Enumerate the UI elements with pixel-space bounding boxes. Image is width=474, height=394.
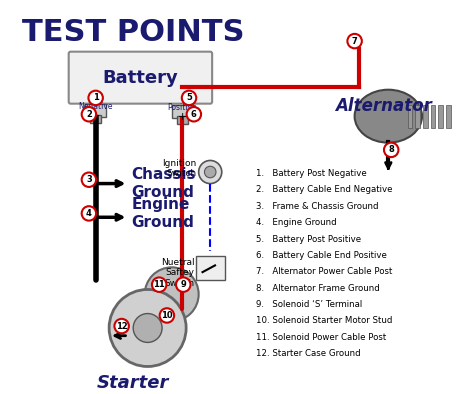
Text: 3: 3 — [86, 175, 92, 184]
Text: 3.   Frame & Chassis Ground: 3. Frame & Chassis Ground — [256, 202, 379, 211]
Text: Chassis
Ground: Chassis Ground — [131, 167, 196, 200]
Text: 12. Starter Case Ground: 12. Starter Case Ground — [256, 349, 361, 358]
Circle shape — [187, 107, 201, 121]
Text: Starter: Starter — [97, 374, 169, 392]
Bar — [431, 105, 436, 128]
Bar — [172, 105, 193, 118]
Ellipse shape — [355, 90, 422, 143]
FancyBboxPatch shape — [69, 52, 212, 104]
Text: Engine
Ground: Engine Ground — [131, 197, 194, 230]
Bar — [423, 105, 428, 128]
Circle shape — [347, 34, 362, 48]
Text: 9.   Solenoid ‘S’ Terminal: 9. Solenoid ‘S’ Terminal — [256, 300, 363, 309]
Text: 5.   Battery Post Positive: 5. Battery Post Positive — [256, 234, 362, 243]
Circle shape — [82, 206, 96, 221]
Circle shape — [89, 91, 103, 105]
Text: Nuetral
Saftey
Switch: Nuetral Saftey Switch — [161, 258, 195, 288]
Text: 9: 9 — [181, 280, 186, 289]
Circle shape — [133, 314, 162, 342]
Circle shape — [176, 277, 191, 292]
Circle shape — [109, 290, 186, 366]
Bar — [438, 105, 443, 128]
Text: 4.   Engine Ground: 4. Engine Ground — [256, 218, 337, 227]
Text: 4: 4 — [86, 209, 92, 218]
Text: Negative: Negative — [78, 102, 113, 111]
Circle shape — [160, 308, 174, 323]
Circle shape — [145, 267, 199, 321]
Circle shape — [82, 107, 96, 121]
Text: Positive: Positive — [167, 103, 197, 112]
Bar — [90, 115, 101, 123]
Text: 6: 6 — [191, 110, 197, 119]
Bar — [415, 105, 420, 128]
Text: 10. Solenoid Starter Motor Stud: 10. Solenoid Starter Motor Stud — [256, 316, 393, 325]
Bar — [446, 105, 451, 128]
Circle shape — [82, 173, 96, 187]
Bar — [196, 256, 225, 280]
Bar — [176, 116, 188, 124]
Text: 2.   Battery Cable End Negative: 2. Battery Cable End Negative — [256, 186, 393, 195]
Text: +: + — [178, 112, 187, 122]
Text: 12: 12 — [116, 322, 128, 331]
Circle shape — [204, 166, 216, 178]
Text: 2: 2 — [86, 110, 92, 119]
Text: Battery: Battery — [102, 69, 178, 87]
Text: 10: 10 — [161, 311, 173, 320]
Text: 6.   Battery Cable End Positive: 6. Battery Cable End Positive — [256, 251, 387, 260]
Bar — [85, 104, 106, 117]
Text: 7.   Alternator Power Cable Post: 7. Alternator Power Cable Post — [256, 267, 393, 276]
Text: 1: 1 — [93, 93, 99, 102]
Bar — [408, 105, 412, 128]
Text: TEST POINTS: TEST POINTS — [22, 18, 245, 47]
Text: 8.   Alternator Frame Ground: 8. Alternator Frame Ground — [256, 284, 380, 293]
Circle shape — [114, 319, 129, 333]
Text: 1.   Battery Post Negative: 1. Battery Post Negative — [256, 169, 367, 178]
Text: −: − — [91, 111, 100, 121]
Text: 5: 5 — [186, 93, 192, 102]
Text: 7: 7 — [352, 37, 357, 46]
Circle shape — [152, 277, 166, 292]
Circle shape — [182, 91, 196, 105]
Text: 8: 8 — [388, 145, 394, 154]
Text: Ignition
Switch: Ignition Switch — [163, 158, 197, 178]
Text: 11: 11 — [153, 280, 165, 289]
Text: Alternator: Alternator — [335, 97, 432, 115]
Circle shape — [199, 160, 222, 184]
Text: 11. Solenoid Power Cable Post: 11. Solenoid Power Cable Post — [256, 333, 387, 342]
Circle shape — [384, 143, 399, 157]
